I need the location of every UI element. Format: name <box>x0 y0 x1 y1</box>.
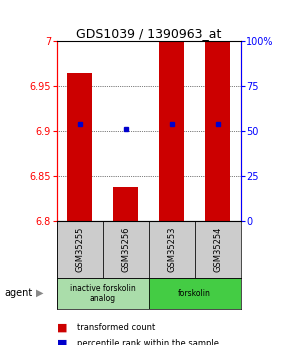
Bar <box>159 41 184 221</box>
Bar <box>103 221 148 278</box>
Text: ■: ■ <box>57 338 67 345</box>
Text: percentile rank within the sample: percentile rank within the sample <box>77 339 219 345</box>
Text: GSM35253: GSM35253 <box>167 227 176 272</box>
Text: forskolin: forskolin <box>178 289 211 298</box>
Title: GDS1039 / 1390963_at: GDS1039 / 1390963_at <box>76 27 221 40</box>
Text: GSM35256: GSM35256 <box>121 227 130 272</box>
Bar <box>113 187 138 221</box>
Bar <box>57 221 103 278</box>
Text: inactive forskolin
analog: inactive forskolin analog <box>70 284 135 303</box>
Bar <box>148 221 195 278</box>
Text: GSM35254: GSM35254 <box>213 227 222 272</box>
Bar <box>205 41 230 221</box>
Bar <box>148 278 241 309</box>
Text: agent: agent <box>4 288 32 298</box>
Text: ■: ■ <box>57 323 67 333</box>
Text: ▶: ▶ <box>36 288 44 298</box>
Bar <box>195 221 241 278</box>
Text: transformed count: transformed count <box>77 323 155 332</box>
Text: GSM35255: GSM35255 <box>75 227 84 272</box>
Bar <box>67 73 92 221</box>
Bar <box>57 278 148 309</box>
